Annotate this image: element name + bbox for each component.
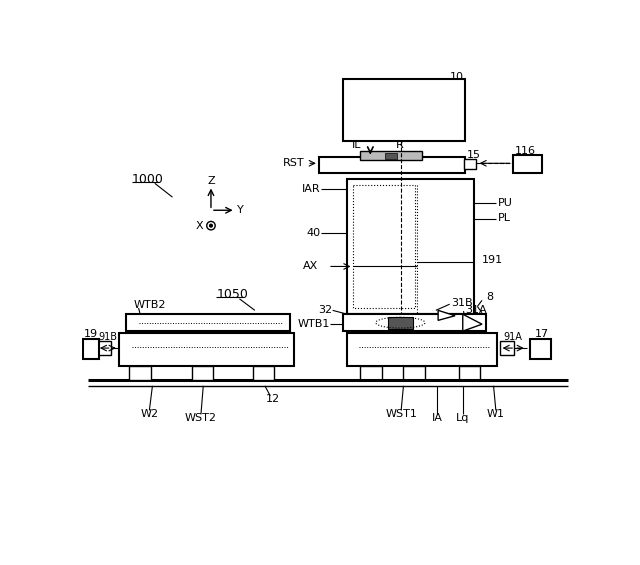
Bar [348, 333, 497, 366]
Text: 31A: 31A [465, 305, 486, 315]
Text: 10: 10 [450, 72, 463, 82]
Bar [353, 185, 415, 308]
Text: Z: Z [207, 176, 215, 186]
Bar [126, 314, 289, 331]
Bar [253, 366, 274, 380]
Text: WST2: WST2 [185, 413, 217, 423]
Text: 12: 12 [266, 394, 280, 404]
Bar [344, 314, 486, 331]
Bar [403, 366, 425, 380]
Text: IL: IL [351, 140, 361, 150]
Bar [319, 157, 465, 172]
Polygon shape [438, 310, 455, 320]
Text: R: R [396, 140, 403, 150]
Text: 1050: 1050 [216, 289, 248, 302]
Text: 91B: 91B [99, 332, 118, 342]
Circle shape [209, 224, 212, 227]
Text: Lq: Lq [456, 413, 469, 423]
Bar [360, 366, 382, 380]
Text: WTB1: WTB1 [297, 319, 330, 329]
Text: W2: W2 [140, 409, 159, 419]
Text: 31B: 31B [451, 298, 473, 308]
Bar [348, 180, 474, 314]
Text: 17: 17 [535, 329, 549, 339]
Bar [513, 155, 542, 173]
Text: 32: 32 [317, 305, 332, 315]
Bar [530, 339, 551, 359]
Bar [463, 159, 476, 170]
Text: PU: PU [497, 198, 512, 207]
Bar [388, 316, 413, 329]
Text: 116: 116 [515, 146, 536, 156]
Text: 191: 191 [482, 255, 503, 266]
Bar [344, 79, 465, 141]
Text: RST: RST [284, 158, 305, 168]
Text: W1: W1 [487, 409, 505, 419]
Bar [129, 366, 151, 380]
Bar [459, 366, 481, 380]
Text: IA: IA [432, 413, 443, 423]
Bar [500, 341, 515, 355]
Bar [192, 366, 213, 380]
Text: 91A: 91A [504, 332, 522, 342]
Text: 19: 19 [84, 329, 98, 339]
Bar [360, 151, 422, 160]
Text: 40: 40 [306, 228, 320, 238]
Bar [97, 341, 111, 355]
Text: 8: 8 [486, 292, 493, 302]
Text: 15: 15 [467, 150, 481, 160]
Bar [118, 333, 294, 366]
Text: PL: PL [497, 213, 511, 223]
Text: Y: Y [237, 205, 244, 215]
Polygon shape [463, 314, 482, 331]
Bar [385, 153, 397, 159]
Text: WST1: WST1 [385, 409, 417, 419]
Bar [83, 339, 99, 359]
Text: IAR: IAR [301, 184, 320, 194]
Text: AX: AX [303, 262, 318, 271]
Text: X: X [196, 221, 204, 231]
Text: WTB2: WTB2 [134, 300, 166, 310]
Text: 1000: 1000 [132, 173, 164, 186]
